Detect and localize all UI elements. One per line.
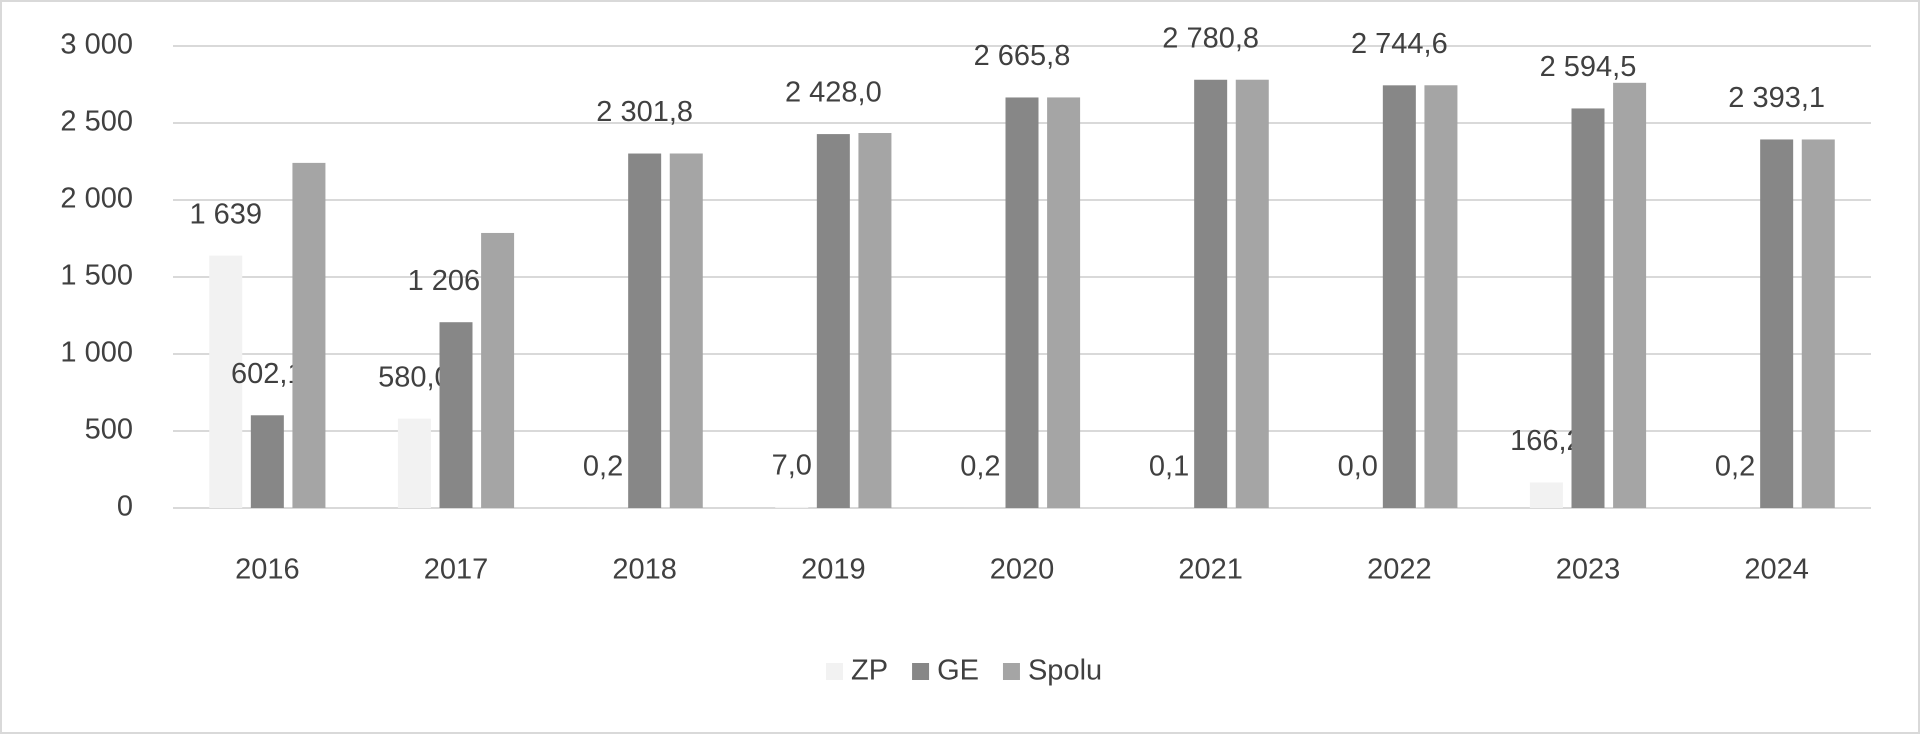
bar (209, 255, 243, 508)
legend-swatch (912, 663, 930, 680)
y-tick-label: 2 500 (60, 106, 133, 138)
bar (1194, 79, 1228, 508)
data-label: 0,0 (1338, 451, 1378, 483)
bar (481, 232, 515, 508)
x-tick-label: 2018 (612, 554, 677, 586)
data-label: 0,1 (1149, 451, 1189, 483)
bar (439, 322, 473, 508)
x-tick-label: 2020 (990, 554, 1055, 586)
data-label: 2 594,5 (1540, 51, 1637, 83)
bar (1613, 82, 1647, 508)
bar (1760, 139, 1794, 509)
bar (397, 418, 431, 508)
data-label: 2 665,8 (974, 40, 1071, 72)
bar (628, 153, 662, 508)
y-tick-label: 1 500 (60, 260, 133, 292)
x-tick-label: 2021 (1178, 554, 1243, 586)
data-label: 580,0 (378, 361, 451, 393)
bar (1382, 85, 1416, 508)
data-label: 2 780,8 (1162, 22, 1259, 54)
legend-swatch (1002, 663, 1020, 680)
data-label: 2 744,6 (1351, 28, 1448, 60)
bar (1801, 139, 1835, 508)
bar (250, 415, 284, 508)
y-tick-label: 0 (117, 491, 133, 523)
bar (1529, 482, 1563, 508)
data-label: 7,0 (772, 450, 812, 482)
bar (775, 506, 809, 508)
x-tick-label: 2023 (1556, 554, 1621, 586)
legend-label: ZP (851, 655, 888, 687)
legend-label: Spolu (1028, 655, 1102, 687)
y-tick-label: 3 000 (60, 29, 133, 61)
x-tick-label: 2022 (1367, 554, 1432, 586)
x-tick-label: 2017 (424, 554, 489, 586)
data-label: 0,2 (960, 451, 1000, 483)
x-tick-label: 2024 (1744, 554, 1809, 586)
legend-label: GE (937, 655, 979, 687)
data-label: 2 301,8 (596, 96, 693, 128)
bar (669, 153, 703, 508)
data-label: 2 393,1 (1728, 82, 1825, 114)
bar (1047, 97, 1081, 508)
bar (292, 162, 326, 509)
y-tick-label: 500 (85, 414, 133, 446)
y-tick-label: 2 000 (60, 183, 133, 215)
x-tick-label: 2019 (801, 554, 866, 586)
bar (858, 133, 892, 508)
bar (1424, 85, 1458, 509)
bar (1571, 108, 1605, 509)
bar (816, 134, 850, 508)
y-tick-label: 1 000 (60, 337, 133, 369)
data-label: 2 428,0 (785, 77, 882, 109)
data-label: 1 639 (189, 198, 262, 230)
data-label: 0,2 (1715, 451, 1755, 483)
legend-swatch (826, 663, 843, 680)
bar (1005, 97, 1039, 508)
bar (1235, 79, 1269, 508)
x-tick-label: 2016 (235, 554, 300, 586)
data-label: 166,2 (1510, 425, 1583, 457)
data-label: 602,1 (231, 358, 304, 390)
data-label: 0,2 (583, 451, 623, 483)
